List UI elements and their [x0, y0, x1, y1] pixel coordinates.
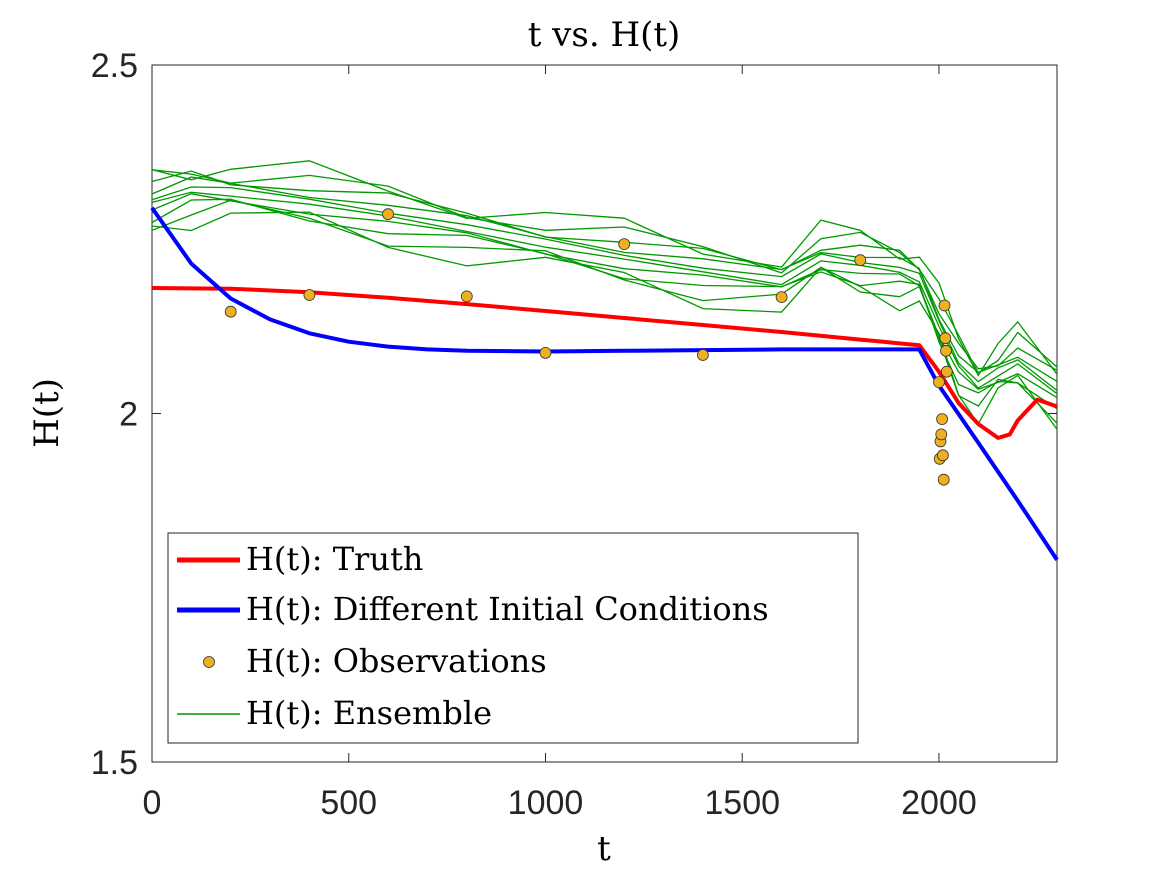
observation-point — [618, 238, 631, 251]
x-tick-label: 0 — [143, 784, 162, 822]
observation-point — [539, 346, 552, 359]
ensemble-member-line — [151, 198, 1058, 410]
legend: H(t): Truth H(t): Different Initial Cond… — [167, 532, 859, 744]
ensemble-member-line — [151, 193, 1058, 399]
series-layer — [150, 160, 1059, 562]
observation-point — [697, 349, 709, 361]
ensemble-member-line — [151, 160, 1058, 377]
ensemble-member-line — [151, 170, 1058, 371]
observation-point — [854, 254, 867, 267]
legend-label-different-initial-conditions: H(t): Different Initial Conditions — [246, 590, 769, 628]
observation-point — [940, 344, 952, 357]
legend-label-truth: H(t): Truth — [246, 540, 423, 578]
axis-ticks: 0 500 1000 1500 2000 1.5 2 2.5 — [91, 47, 1057, 822]
observation-point — [937, 449, 949, 462]
ensemble-member-line — [151, 169, 1058, 375]
y-axis-label: H(t) — [27, 378, 67, 448]
ensemble-member-line — [151, 191, 1058, 395]
chart-title: t vs. H(t) — [528, 15, 681, 55]
observation-point — [939, 332, 952, 345]
legend-label-observations: H(t): Observations — [246, 642, 547, 680]
observation-point — [938, 299, 951, 312]
observation-point — [933, 376, 945, 389]
observation-point — [940, 365, 953, 378]
observation-point — [460, 290, 473, 303]
observation-point — [303, 289, 316, 301]
x-tick-label: 1500 — [704, 784, 780, 822]
legend-box — [167, 532, 859, 744]
y-tick-label: 2 — [119, 396, 138, 434]
x-tick-label: 1000 — [508, 784, 584, 822]
legend-swatch-observations — [203, 656, 215, 668]
x-axis-label: t — [597, 829, 611, 869]
y-tick-label: 2.5 — [91, 47, 138, 85]
observation-point — [937, 473, 950, 486]
x-tick-label: 2000 — [901, 784, 977, 822]
observation-point — [382, 208, 395, 221]
truth-line — [151, 286, 1058, 440]
observation-point — [775, 291, 788, 304]
observation-point — [936, 413, 948, 426]
y-tick-label: 1.5 — [91, 744, 138, 782]
ensemble-member-line — [151, 186, 1058, 392]
x-tick-label: 500 — [320, 784, 377, 822]
legend-label-ensemble: H(t): Ensemble — [246, 694, 492, 732]
observation-point — [224, 305, 237, 318]
observation-point — [935, 428, 948, 441]
